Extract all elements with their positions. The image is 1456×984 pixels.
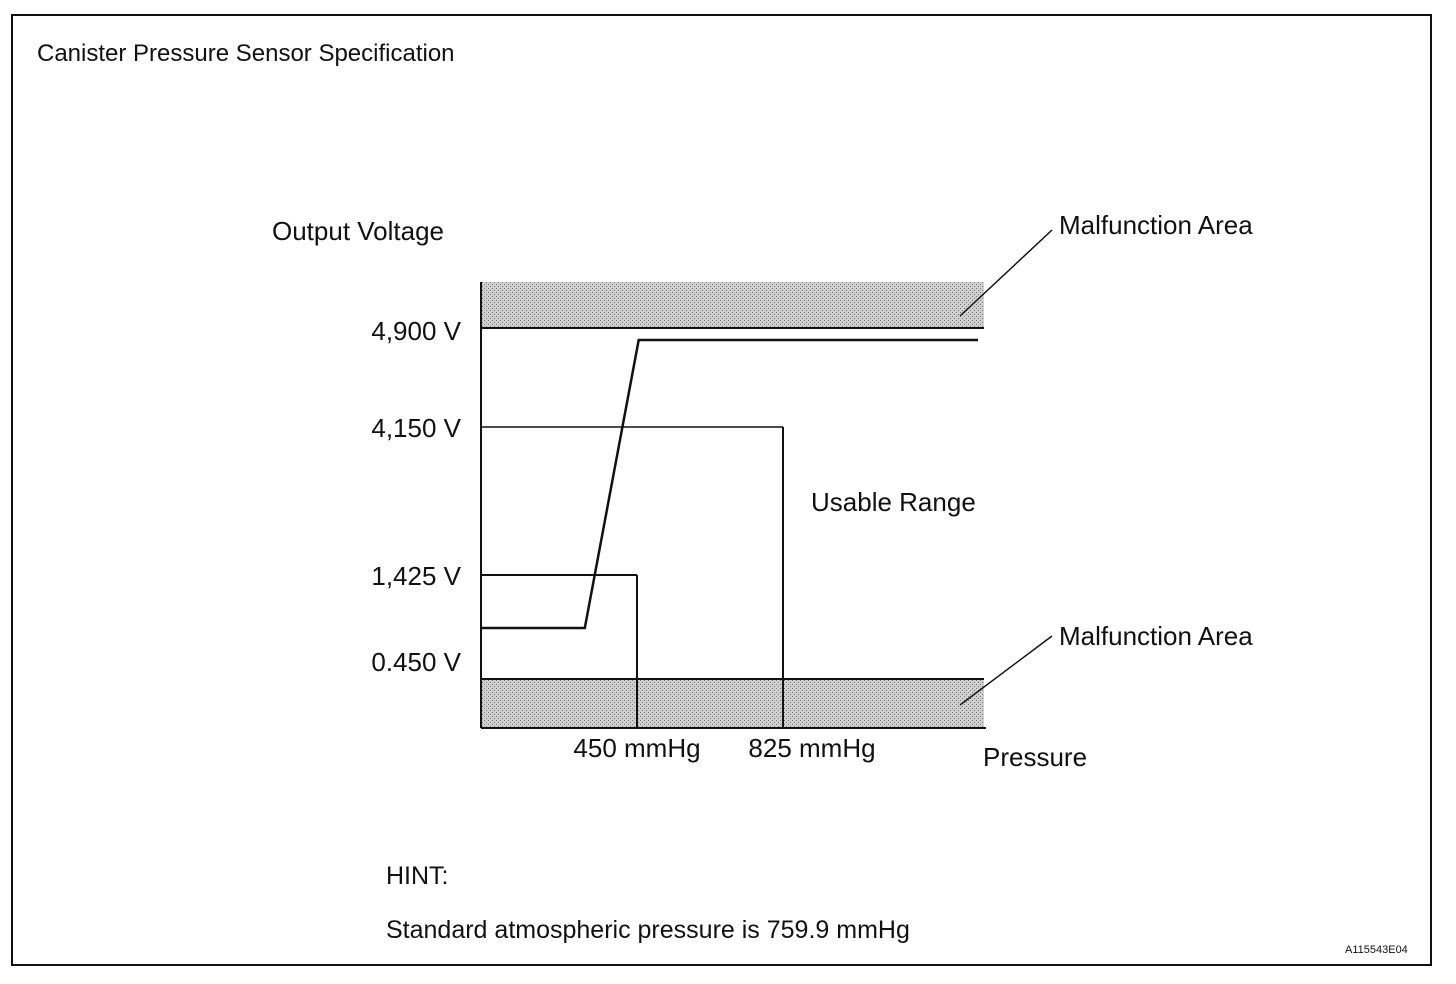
malfunction-area-lower <box>481 679 984 728</box>
figure-title: Canister Pressure Sensor Specification <box>37 40 455 67</box>
hint-text: Standard atmospheric pressure is 759.9 m… <box>386 916 910 944</box>
leader-line-upper <box>959 229 1053 317</box>
malfunction-area-upper-label: Malfunction Area <box>1059 210 1253 240</box>
y-tick-label-4150: 4,150 V <box>371 413 461 443</box>
x-tick-label-450: 450 mmHg <box>573 733 700 763</box>
y-tick-label-4900: 4,900 V <box>371 316 461 346</box>
y-tick-label-0450: 0.450 V <box>371 647 461 677</box>
x-axis-label: Pressure <box>983 742 1087 772</box>
output-voltage-curve <box>481 338 978 630</box>
y-axis-label: Output Voltage <box>272 216 444 246</box>
malfunction-area-lower-label: Malfunction Area <box>1059 621 1253 651</box>
malfunction-area-upper <box>481 282 984 328</box>
x-tick-label-825: 825 mmHg <box>748 733 875 763</box>
figure-id: A115543E04 <box>1345 944 1408 956</box>
usable-range-label: Usable Range <box>811 487 976 517</box>
hint-heading: HINT: <box>386 862 449 890</box>
leader-line-lower <box>959 635 1053 706</box>
figure-frame <box>11 14 1432 966</box>
y-tick-label-1425: 1,425 V <box>371 561 461 591</box>
